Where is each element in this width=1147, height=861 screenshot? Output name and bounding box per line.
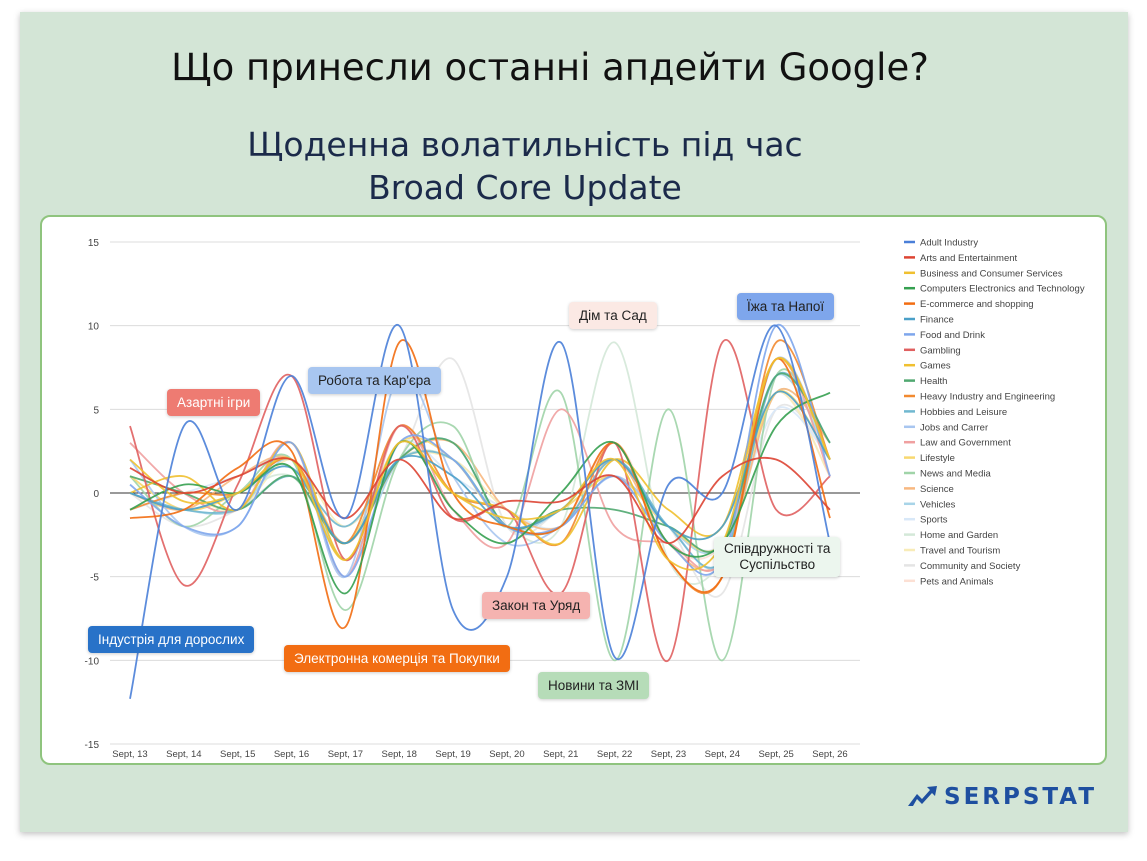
- x-tick-label: Sept, 15: [220, 749, 255, 760]
- serpstat-logo: SERPSTAT: [908, 782, 1097, 812]
- x-tick-label: Sept, 25: [758, 749, 793, 760]
- x-tick-label: Sept, 24: [705, 749, 740, 760]
- x-tick-label: Sept, 22: [597, 749, 632, 760]
- x-tick-label: Sept, 16: [274, 749, 309, 760]
- serpstat-logo-icon: [908, 786, 937, 806]
- annotation-gambling: Азартні ігри: [167, 389, 261, 416]
- legend-label: News and Media: [920, 469, 991, 480]
- y-tick-label: 15: [88, 238, 100, 249]
- legend-label: Computers Electronics and Technology: [920, 284, 1085, 295]
- legend-label: Science: [920, 484, 954, 495]
- legend-label: Gambling: [920, 345, 961, 356]
- legend-label: Lifestyle: [920, 453, 955, 464]
- x-tick-label: Sept, 13: [112, 749, 147, 760]
- series-line: [129, 356, 831, 571]
- legend-label: Heavy Industry and Engineering: [920, 392, 1055, 403]
- y-tick-label: -10: [85, 656, 100, 667]
- x-tick-label: Sept, 20: [489, 749, 524, 760]
- annotation-news-media: Новини та ЗМІ: [538, 672, 650, 699]
- annotation-food-drink: Їжа та Напої: [737, 293, 835, 320]
- volatility-chart: -15 -10 -5 0 5 10 15 Sept, 13 Sept, 14 Sept, 15 Se…: [85, 238, 1085, 761]
- x-tick-label: Sept, 19: [435, 749, 470, 760]
- serpstat-logo-text: SERPSTAT: [944, 784, 1098, 810]
- annotation-community-society: Співдружності та Суспільство: [714, 537, 841, 577]
- legend-label: Home and Garden: [920, 530, 998, 541]
- y-tick-label: -5: [90, 573, 99, 584]
- legend-label: Pets and Animals: [920, 576, 994, 587]
- legend-label: Finance: [920, 315, 954, 326]
- legend-label: Law and Government: [920, 438, 1011, 449]
- series-line: [129, 390, 831, 545]
- legend-label: Business and Consumer Services: [920, 268, 1063, 279]
- legend-label: Arts and Entertainment: [920, 253, 1018, 264]
- annotation-ecommerce: Электронна комерція та Покупки: [284, 645, 510, 672]
- chart-subtitle-line1: Щоденна волатильність під час: [247, 125, 803, 164]
- x-tick-label: Sept, 14: [166, 749, 201, 760]
- legend-label: Adult Industry: [920, 238, 978, 249]
- chart-subtitle-line2: Broad Core Update: [368, 168, 682, 207]
- legend-label: Vehicles: [920, 499, 956, 510]
- legend-label: Travel and Tourism: [920, 546, 1000, 557]
- legend-label: Hobbies and Leisure: [920, 407, 1007, 418]
- legend-label: E-commerce and shopping: [920, 299, 1034, 310]
- slide-title: Що принесли останні апдейти Google?: [171, 46, 929, 89]
- x-tick-label: Sept, 23: [651, 749, 686, 760]
- annotation-adult-industry: Індустрія для дорослих: [88, 626, 255, 653]
- legend-label: Health: [920, 376, 947, 387]
- y-tick-label: 5: [93, 405, 99, 416]
- y-tick-label: 0: [93, 489, 99, 500]
- legend-label: Sports: [920, 515, 948, 526]
- x-tick-label: Sept, 26: [812, 749, 847, 760]
- annotation-home-garden: Дім та Сад: [569, 302, 657, 329]
- legend-label: Games: [920, 361, 951, 372]
- legend-label: Food and Drink: [920, 330, 985, 341]
- annotation-law-government: Закон та Уряд: [482, 592, 591, 619]
- series-line: [129, 338, 831, 662]
- x-tick-label: Sept, 18: [382, 749, 417, 760]
- annotation-jobs-career: Робота та Кар'єра: [308, 367, 441, 394]
- legend-label: Community and Society: [920, 561, 1021, 572]
- series-line: [129, 456, 831, 545]
- x-tick-label: Sept, 21: [543, 749, 578, 760]
- y-tick-label: 10: [88, 322, 100, 333]
- x-tick-label: Sept, 17: [328, 749, 363, 760]
- y-tick-label: -15: [85, 740, 100, 751]
- legend-label: Jobs and Carrer: [920, 422, 988, 433]
